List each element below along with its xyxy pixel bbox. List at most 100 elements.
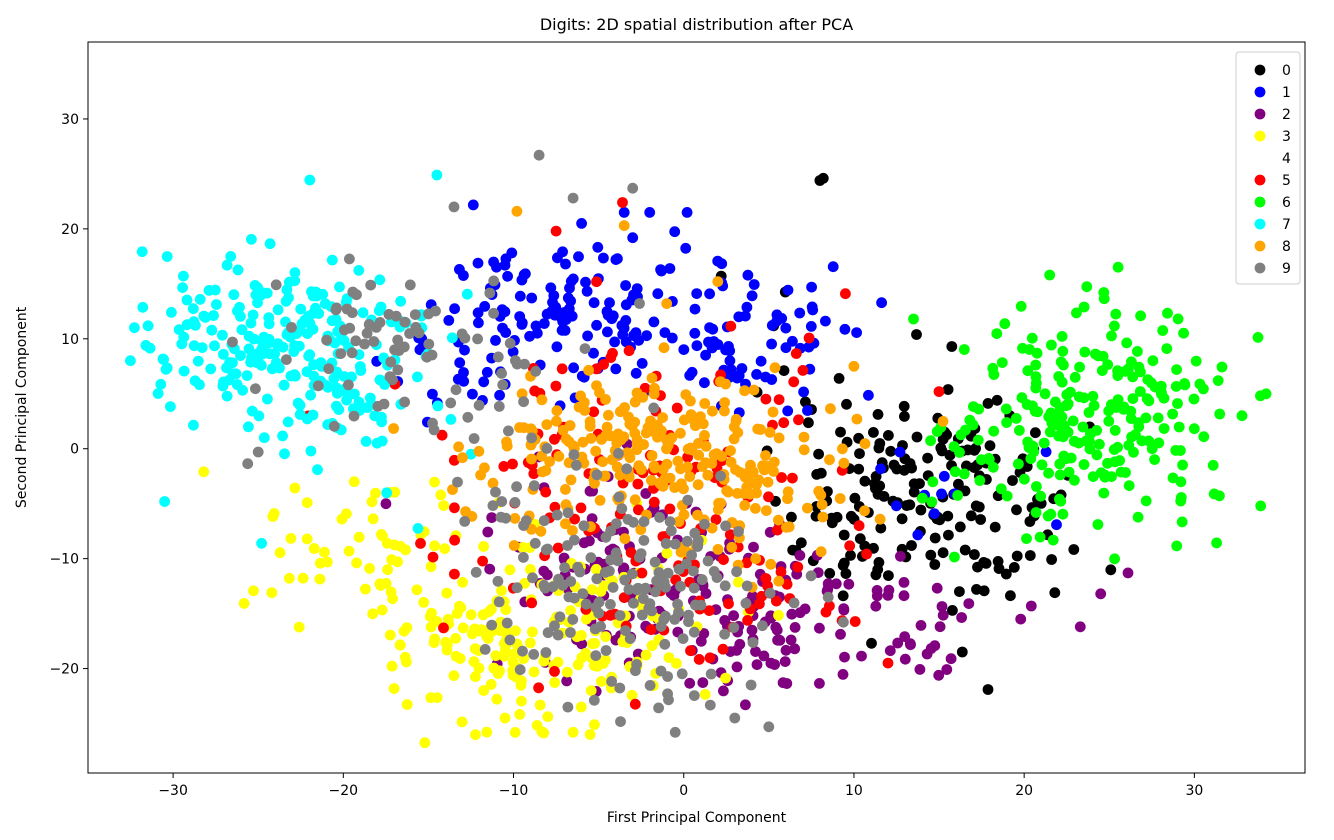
data-point	[429, 540, 440, 552]
data-point	[448, 670, 460, 681]
data-point	[620, 625, 631, 636]
data-point	[1172, 398, 1183, 409]
data-point	[769, 362, 781, 374]
data-point	[367, 608, 379, 620]
data-point	[501, 626, 512, 638]
data-point	[395, 295, 406, 307]
data-point	[289, 482, 301, 494]
data-point	[686, 444, 698, 456]
data-point	[725, 320, 737, 332]
data-point	[908, 486, 920, 498]
data-point	[353, 396, 365, 408]
data-point	[927, 476, 939, 488]
data-point	[1158, 423, 1170, 434]
data-point	[760, 393, 772, 405]
data-point	[1236, 410, 1248, 422]
data-point	[718, 685, 729, 697]
data-point	[250, 383, 261, 395]
data-point	[568, 362, 579, 374]
data-point	[712, 276, 724, 287]
data-point	[496, 496, 508, 507]
data-point	[312, 464, 323, 476]
data-point	[376, 529, 387, 540]
data-point	[429, 476, 440, 488]
data-point	[456, 716, 468, 728]
data-point	[746, 624, 758, 636]
data-point	[969, 549, 980, 560]
data-point	[488, 256, 499, 268]
data-point	[692, 509, 703, 521]
data-point	[552, 252, 563, 264]
data-point	[473, 399, 485, 411]
data-point	[937, 547, 949, 559]
data-point	[578, 537, 590, 549]
data-point	[598, 580, 610, 592]
data-point	[392, 556, 403, 568]
data-point	[781, 521, 792, 533]
data-point	[478, 685, 490, 696]
legend: 0 1 2 3 4 5 6 7 8 9	[1235, 51, 1301, 285]
data-point	[1111, 402, 1122, 413]
data-point	[448, 201, 460, 213]
data-point	[851, 413, 863, 425]
data-point	[619, 574, 631, 586]
data-point	[1173, 421, 1185, 433]
data-point	[626, 689, 638, 701]
data-point	[1011, 504, 1022, 516]
data-point	[747, 637, 759, 648]
data-point	[568, 449, 580, 461]
data-point	[726, 541, 738, 553]
data-point	[266, 587, 278, 599]
data-point	[583, 364, 594, 376]
data-point	[640, 649, 652, 661]
data-point	[246, 233, 257, 245]
data-point	[775, 566, 787, 578]
data-point	[1177, 459, 1188, 471]
data-point	[1153, 437, 1165, 449]
data-point	[841, 398, 852, 410]
data-point	[272, 304, 284, 316]
data-point	[972, 434, 984, 446]
data-point	[1073, 437, 1085, 449]
data-point	[454, 600, 465, 612]
data-point	[1162, 307, 1173, 319]
data-point	[1060, 453, 1072, 465]
data-point	[590, 650, 602, 661]
data-point	[952, 490, 964, 501]
data-point	[718, 554, 729, 565]
data-point	[1054, 402, 1066, 414]
data-point	[432, 400, 444, 412]
data-point	[550, 301, 562, 313]
data-point	[933, 386, 945, 397]
data-point	[467, 628, 478, 640]
data-point	[788, 597, 800, 609]
data-point	[1007, 475, 1018, 486]
data-point	[479, 644, 491, 655]
data-point	[549, 309, 561, 321]
x-tick-label: −30	[158, 783, 188, 799]
data-point	[646, 450, 658, 461]
data-point	[1134, 386, 1146, 397]
data-point	[716, 258, 728, 270]
data-point	[1098, 487, 1110, 499]
data-point	[629, 494, 641, 506]
data-point	[305, 389, 316, 401]
data-point	[652, 431, 663, 443]
data-point	[470, 729, 481, 741]
data-point	[872, 409, 884, 420]
data-point	[1035, 490, 1047, 502]
data-point	[719, 628, 730, 640]
legend-marker	[1254, 152, 1266, 164]
legend-marker	[1254, 64, 1266, 76]
data-point	[666, 432, 678, 444]
data-point	[1014, 425, 1025, 436]
data-point	[861, 548, 872, 560]
chart-title: Digits: 2D spatial distribution after PC…	[540, 15, 853, 34]
y-axis-label: Second Principal Component	[14, 306, 30, 508]
data-point	[1171, 540, 1183, 552]
data-point	[975, 514, 986, 525]
data-point	[614, 682, 626, 694]
data-point	[454, 264, 465, 275]
data-point	[794, 607, 806, 619]
